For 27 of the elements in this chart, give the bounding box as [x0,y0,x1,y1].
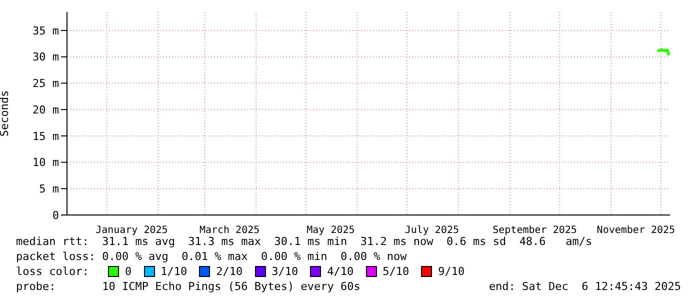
text: end: Sat Dec 6 12:45:43 2025 [488,279,681,294]
legend-label: 5/10 [382,264,410,279]
y-tick-label: 35 m [32,24,60,38]
y-tick-label: 0 [52,208,59,222]
y-tick-label: 25 m [32,77,60,90]
x-tick-label: March 2025 [199,225,260,236]
x-tick-label: September 2025 [492,225,577,236]
legend-label: 4/10 [326,264,354,279]
legend-title: loss color: [16,264,90,279]
text: probe: 10 ICMP Echo Pings (56 Bytes) every 60s [16,279,360,294]
y-tick-label: 20 m [32,103,60,116]
y-tick-label: 10 m [32,156,60,170]
legend-label: 1/10 [160,264,188,279]
legend-label: 2/10 [215,264,243,279]
legend-label: 0 [124,264,132,279]
y-tick-label: 5 m [39,182,60,196]
y-tick-label: 15 m [32,130,60,143]
x-tick-label: July 2025 [404,225,460,236]
text: median rtt: 31.1 ms avg 31.3 ms max 30.1 ms min 31.2 ms now 0.6 ms sd 48.6 am/s [16,235,592,248]
x-tick-label: November 2025 [596,225,676,236]
y-tick-label: 30 m [32,50,60,64]
text: packet loss: 0.00 % avg 0.01 % max 0.00 % min 0.00 % now [16,249,408,264]
legend-label: 9/10 [437,264,465,279]
legend-label: 3/10 [270,264,298,279]
x-tick-label: January 2025 [96,225,168,236]
x-tick-label: May 2025 [306,225,355,236]
y-axis-title: Seconds [0,90,11,137]
